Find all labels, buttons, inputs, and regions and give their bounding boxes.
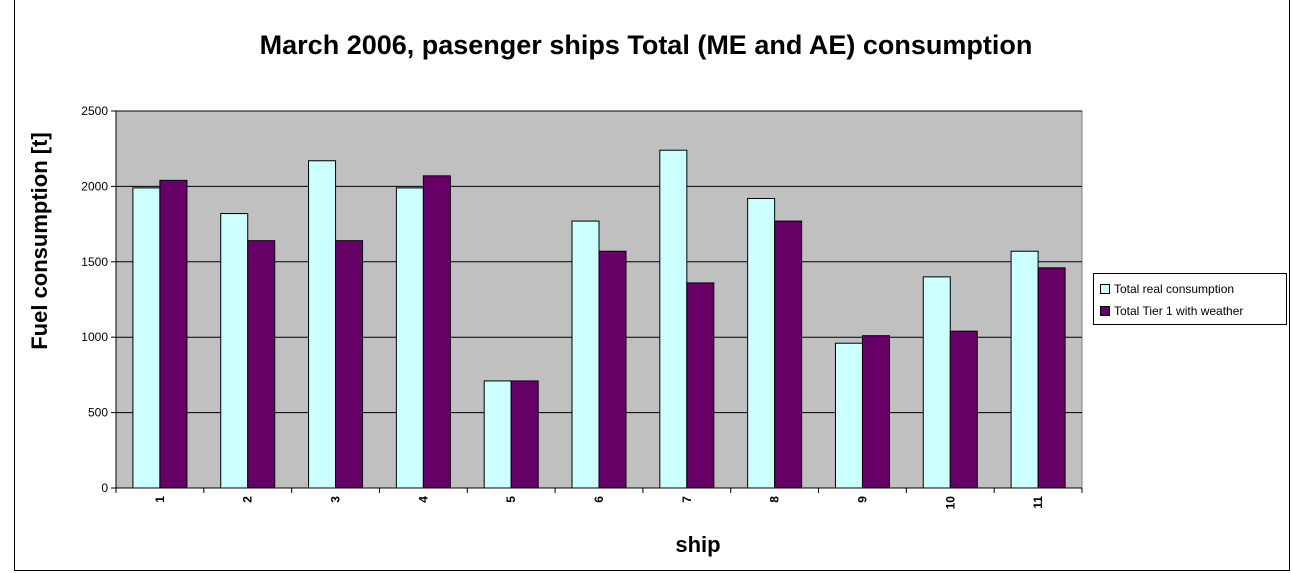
x-tick-label: 5 xyxy=(504,496,518,503)
legend-swatch-tier1 xyxy=(1100,306,1110,316)
x-axis-label: ship xyxy=(675,532,721,557)
bar-series2 xyxy=(510,380,539,489)
bar-series1 xyxy=(220,213,249,489)
bar-series1 xyxy=(922,276,951,489)
x-tick-label: 11 xyxy=(1031,496,1045,509)
x-tick-label: 8 xyxy=(768,496,782,503)
bar-series1 xyxy=(1010,250,1039,489)
x-tick-label: 1 xyxy=(153,496,167,503)
y-tick-label: 2000 xyxy=(81,179,108,193)
bar-series1 xyxy=(834,342,863,489)
legend-item-tier1: Total Tier 1 with weather xyxy=(1100,303,1243,319)
bar-series1 xyxy=(571,220,600,489)
bar-series1 xyxy=(395,187,424,489)
legend-label-tier1: Total Tier 1 with weather xyxy=(1114,304,1244,318)
bar-series2 xyxy=(774,220,803,489)
x-tick-label: 7 xyxy=(680,496,694,503)
bar-series1 xyxy=(132,187,161,489)
y-tick-label: 1500 xyxy=(81,255,108,269)
y-tick-label: 0 xyxy=(101,481,108,495)
x-tick-label: 6 xyxy=(592,496,606,503)
x-tick-label: 4 xyxy=(416,496,430,503)
legend: Total real consumption Total Tier 1 with… xyxy=(1093,273,1287,325)
legend-item-real: Total real consumption xyxy=(1100,281,1234,297)
legend-swatch-real xyxy=(1100,284,1110,294)
y-tick-label: 1000 xyxy=(81,330,108,344)
bar-series1 xyxy=(308,160,337,489)
x-tick-label: 9 xyxy=(855,496,869,503)
x-tick-label: 3 xyxy=(329,496,343,503)
y-tick-label: 500 xyxy=(88,406,108,420)
bar-series1 xyxy=(659,149,688,489)
bar-series2 xyxy=(247,240,276,489)
bar-series1 xyxy=(483,380,512,489)
x-tick-label: 2 xyxy=(241,496,255,503)
legend-label-real: Total real consumption xyxy=(1114,282,1235,296)
bar-series2 xyxy=(949,330,978,489)
bar-series2 xyxy=(861,335,890,489)
x-tick-label: 10 xyxy=(943,496,957,510)
bar-series2 xyxy=(335,240,364,489)
bar-series1 xyxy=(747,197,776,489)
bar-series2 xyxy=(422,175,451,489)
bar-series2 xyxy=(686,282,715,489)
y-tick-label: 2500 xyxy=(81,104,108,118)
bar-series2 xyxy=(1037,267,1066,489)
chart-title: March 2006, pasenger ships Total (ME and… xyxy=(259,30,1033,60)
bar-series2 xyxy=(159,179,188,489)
bar-series2 xyxy=(598,250,627,489)
